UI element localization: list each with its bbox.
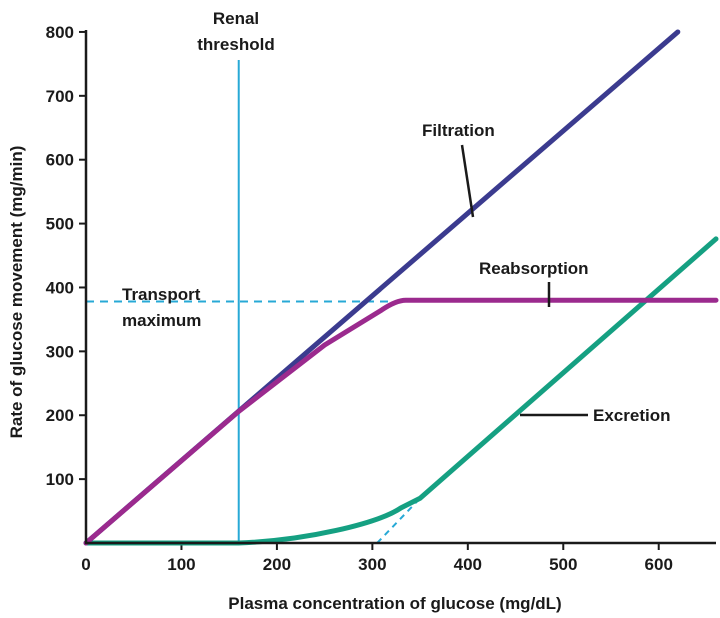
filtration-leader (460, 144, 475, 218)
y-tick-label: 700 (46, 87, 74, 106)
x-tick-label: 0 (81, 555, 90, 574)
y-tick-label: 500 (46, 215, 74, 234)
excretion-extrapolation-line (376, 497, 421, 544)
label-leader-lines (460, 144, 588, 417)
filtration-label: Filtration (422, 121, 495, 140)
x-tick-label: 400 (454, 555, 482, 574)
y-tick-label: 400 (46, 278, 74, 297)
transport-maximum-label-line2: maximum (122, 311, 201, 330)
reabsorption-line (83, 297, 719, 546)
axes (84, 30, 716, 545)
x-axis-title: Plasma concentration of glucose (mg/dL) (228, 594, 561, 613)
y-tick-label: 300 (46, 342, 74, 361)
x-tick-label: 100 (167, 555, 195, 574)
x-tick-label: 300 (358, 555, 386, 574)
x-tick-label: 600 (645, 555, 673, 574)
reference-lines (86, 60, 421, 544)
y-tick-label: 800 (46, 23, 74, 42)
annotations: Renal threshold Transport maximum Filtra… (122, 9, 670, 425)
x-tick-label: 200 (263, 555, 291, 574)
renal-threshold-label-line1: Renal (213, 9, 259, 28)
renal-threshold-label-line2: threshold (197, 35, 274, 54)
x-tick-label: 500 (549, 555, 577, 574)
excretion-label: Excretion (593, 406, 670, 425)
tick-layer: 0 100 200 300 400 500 600 100 200 300 400 500 600 700… (46, 23, 673, 574)
y-tick-label: 100 (46, 470, 74, 489)
transport-maximum-label-line1: Transport (122, 285, 201, 304)
y-axis-title: Rate of glucose movement (mg/min) (7, 146, 26, 439)
y-tick-label: 600 (46, 151, 74, 170)
y-tick-label: 200 (46, 406, 74, 425)
reabsorption-label: Reabsorption (479, 259, 589, 278)
